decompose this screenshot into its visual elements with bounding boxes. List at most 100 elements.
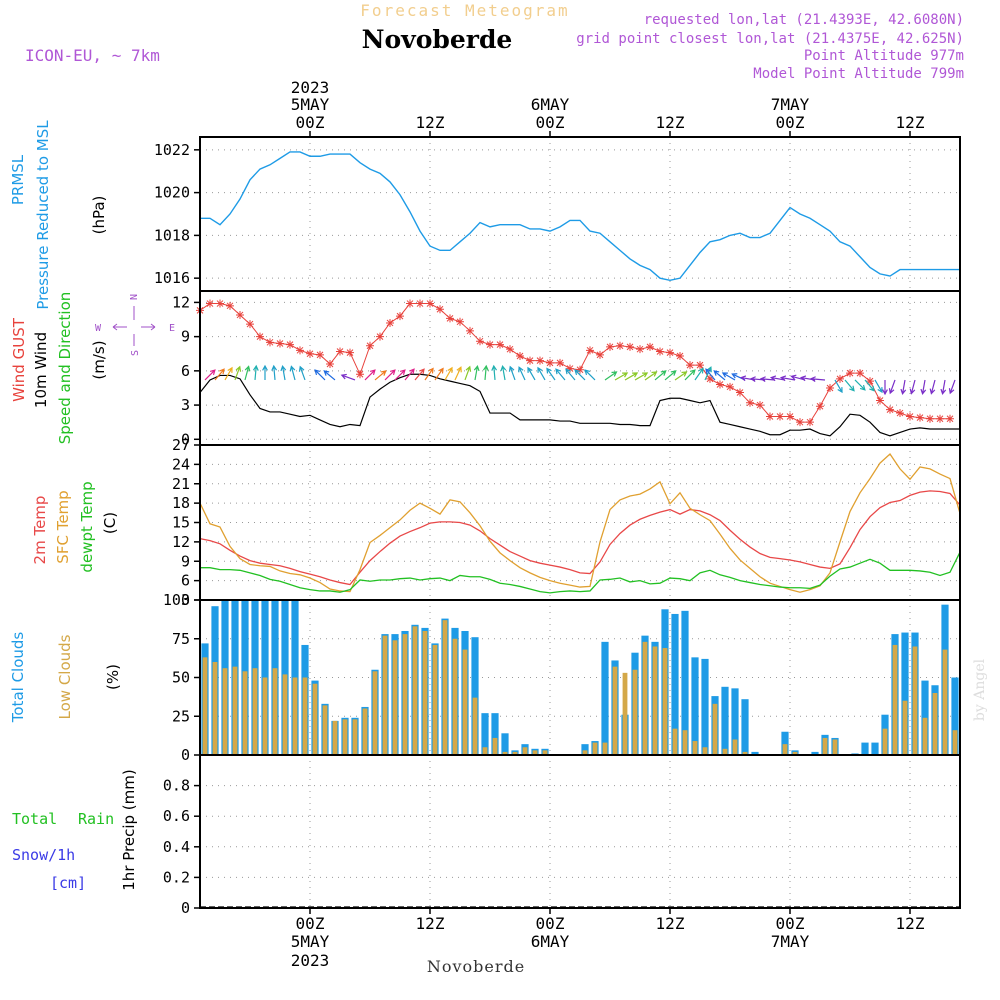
wind-arrow <box>779 375 796 382</box>
gust-marker <box>876 396 884 405</box>
low-cloud-bar <box>822 737 828 755</box>
bottom-hour-label: 12Z <box>656 914 685 933</box>
wind-arrow <box>414 368 425 381</box>
wind-arrow <box>314 369 326 381</box>
gust-marker <box>946 414 954 423</box>
low-cloud-bar <box>472 697 478 755</box>
gust-marker <box>446 314 454 323</box>
gust-marker <box>336 347 344 356</box>
compass-rose: N W E S <box>95 294 175 356</box>
wind-arrow <box>769 375 786 382</box>
precip-unit: 1hr Precip (mm) <box>120 769 138 890</box>
temperature-ytick-label: 15 <box>172 514 190 532</box>
total-cloud-bar <box>681 610 689 755</box>
wind-arrow <box>424 367 434 381</box>
top-hour-label: 12Z <box>416 113 445 132</box>
total-cloud-bar <box>691 657 699 755</box>
low-cloud-bar <box>782 744 788 755</box>
low-cloud-bar <box>452 638 458 755</box>
low-cloud-bar <box>482 747 488 755</box>
low-cloud-bar <box>352 719 358 755</box>
precip-panel: 0 0.2 0.4 0.6 0.8 <box>163 755 960 917</box>
low-cloud-bar <box>682 730 688 755</box>
low-cloud-bar <box>712 703 718 755</box>
low-cloud-bar <box>882 728 888 755</box>
temperature-ytick-label: 18 <box>172 494 190 512</box>
gust-marker <box>586 346 594 355</box>
wind-arrow <box>214 368 225 381</box>
gust-marker <box>736 388 744 397</box>
gust-marker <box>906 412 914 421</box>
wind-arrow <box>500 364 507 381</box>
total-cloud-bar <box>601 641 609 755</box>
pressure-ytick-label: 1018 <box>154 226 190 244</box>
temp-2m-line <box>199 490 961 586</box>
gust-marker <box>746 398 754 407</box>
low-cloud-bar <box>602 742 608 755</box>
pressure-ytick-label: 1020 <box>154 184 190 202</box>
wind-arrow <box>759 376 776 383</box>
model-label: ICON-EU, ~ 7km <box>25 46 160 65</box>
clouds-ytick-label: 50 <box>172 669 190 687</box>
low-cloud-bar <box>372 671 378 755</box>
wind-arrow <box>323 370 336 381</box>
wind-arrow <box>224 366 233 381</box>
wind-arrow <box>444 366 453 381</box>
low-clouds-label: Low Clouds <box>56 634 74 719</box>
wind-arrow <box>664 370 677 381</box>
wind-arrow <box>684 369 696 381</box>
gust-marker <box>546 358 554 367</box>
footer-location: Novoberde <box>427 957 525 976</box>
wind-arrow <box>834 379 843 394</box>
gust-marker <box>536 356 544 365</box>
total-clouds-label: Total Clouds <box>9 632 27 724</box>
wind-arrow <box>404 368 415 381</box>
wind-arrow <box>482 364 489 381</box>
wind-arrow <box>888 379 896 395</box>
bottom-day-label: 6MAY <box>531 932 570 951</box>
pressure-frame <box>199 136 961 292</box>
total-cloud-bar <box>811 751 819 755</box>
gust-marker <box>576 365 584 374</box>
low-cloud-bar <box>492 737 498 755</box>
gust-marker <box>766 412 774 421</box>
wind-speed-line <box>199 373 960 437</box>
bottom-day-label: 7MAY <box>771 932 810 951</box>
wind-arrow <box>909 379 916 395</box>
pressure-label-2: Pressure Reduced to MSL <box>34 120 52 310</box>
wind-ytick-label: 3 <box>181 396 190 414</box>
wind-ytick-label: 12 <box>172 293 190 311</box>
low-cloud-bar <box>312 683 318 755</box>
point-altitude: Point Altitude 977m <box>804 48 964 64</box>
total-cloud-bar <box>751 751 759 755</box>
gust-marker <box>786 412 794 421</box>
bottom-hour-label: 12Z <box>896 914 925 933</box>
gust-marker <box>286 340 294 349</box>
low-cloud-bar <box>332 720 338 755</box>
wind-arrow <box>584 369 596 381</box>
gust-marker <box>846 369 854 378</box>
pressure-ytick-label: 1022 <box>154 141 190 159</box>
gust-marker <box>296 346 304 355</box>
gust-marker <box>756 401 764 410</box>
total-cloud-bar <box>721 686 729 755</box>
wind-arrow <box>289 365 296 381</box>
bottom-hour-label: 00Z <box>536 914 565 933</box>
wind-arrow <box>929 379 936 395</box>
low-cloud-bar <box>532 750 538 755</box>
gust-label: Wind GUST <box>10 317 28 402</box>
low-cloud-bar <box>302 677 308 755</box>
wind-ytick-label: 0 <box>181 430 190 448</box>
wind-arrow <box>518 366 526 381</box>
wind-arrow <box>809 376 826 383</box>
pressure-ytick-label: 1016 <box>154 269 190 287</box>
gust-marker <box>836 374 844 383</box>
top-hour-label: 00Z <box>776 113 805 132</box>
precip-total-label: Total <box>12 810 57 828</box>
clouds-panel: 0 25 50 75 100 <box>163 591 960 764</box>
sfc-temp-line <box>199 453 961 593</box>
gust-marker <box>636 345 644 354</box>
total-cloud-bar <box>491 713 499 755</box>
pressure-line <box>200 151 960 282</box>
